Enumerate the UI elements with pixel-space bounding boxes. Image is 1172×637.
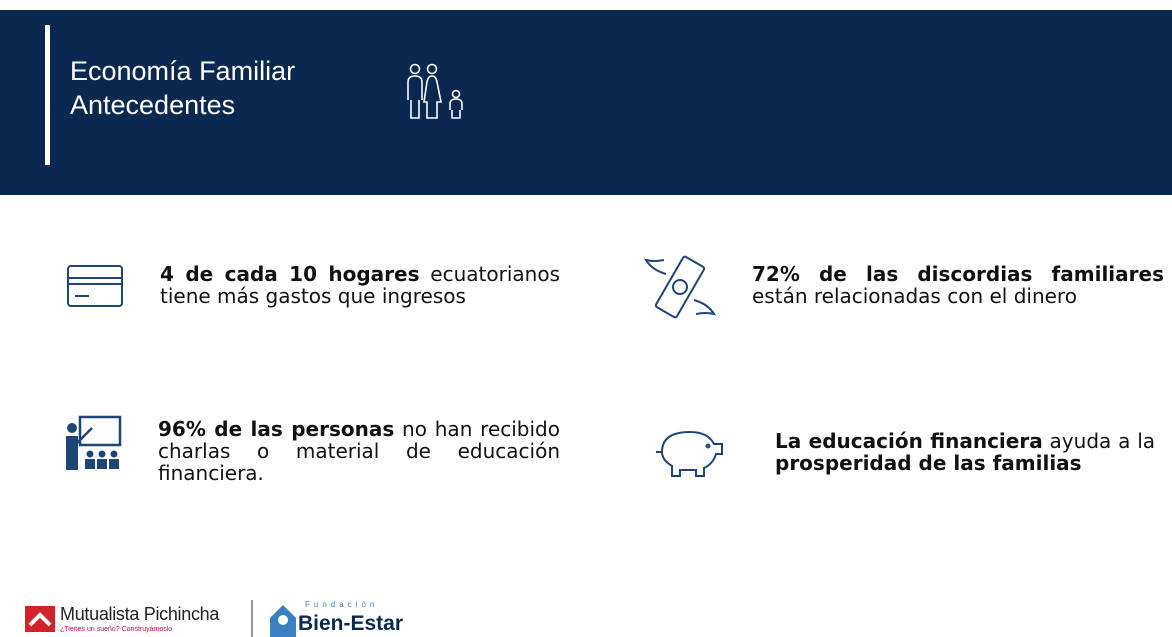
bold-text: 72% de las discordias familiares [752,262,1164,286]
header: Economía Familiar Antecedentes [0,10,1172,195]
text: están relacionadas con el dinero [752,284,1077,308]
bold-text: prosperidad de las familias [775,451,1082,475]
brand: Mutualista Pichincha [60,604,220,624]
header-bar [45,25,50,165]
bold-text: La educación financiera [775,429,1043,453]
subtitle: Antecedentes [70,90,236,120]
foundation-name: Bien-Estar [298,612,404,635]
footer-divider [251,600,253,637]
money-wings-icon [643,255,717,319]
piggy-bank-icon [656,430,723,477]
fact-1: 4 de cada 10 hogares ecuatorianos tiene … [160,263,560,307]
text: ecuatorianos tiene más gastos que ingres… [160,262,560,308]
bold-text: 4 de cada 10 hogares [160,262,420,286]
title: Economía Familiar [70,56,296,86]
bold-text: 96% de las personas [158,417,395,441]
card-icon [67,265,123,307]
fact-4: La educación financiera ayuda a la prosp… [775,430,1155,474]
fact-2: 72% de las discordias familiares están r… [752,263,1164,307]
family-icon [407,63,463,119]
tagline: ¿Tienes un sueño? Construyámoslo [60,626,173,633]
fact-3: 96% de las personas no han recibido char… [158,418,560,484]
bienestar-logo [270,605,296,637]
foundation-label: Fundación [305,600,379,609]
header-text: Economía Familiar Antecedentes [70,54,295,122]
classroom-icon [66,415,122,470]
text: ayuda a la [1042,429,1156,453]
text: no han recibido charlas o material de ed… [158,417,560,485]
mutualista-logo [25,606,55,632]
